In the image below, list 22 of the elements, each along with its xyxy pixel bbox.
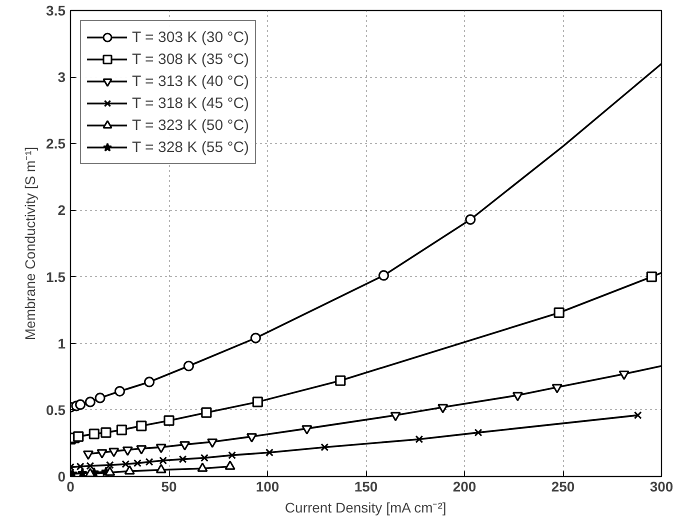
- x-tick-label: 150: [354, 478, 378, 494]
- y-tick-label: 1: [58, 335, 66, 352]
- y-tick-label: 0.5: [46, 402, 66, 418]
- legend-label: T = 323 K (50 °C): [132, 116, 250, 134]
- y-tick-label: 3: [58, 69, 66, 86]
- x-tick-label: 200: [452, 478, 476, 494]
- y-tick-label: 2.5: [46, 136, 66, 152]
- y-tick-label: 3.5: [46, 2, 66, 18]
- x-axis-title: Current Density [mA cm⁻²]: [284, 500, 446, 516]
- legend-label: T = 318 K (45 °C): [132, 94, 250, 112]
- y-tick-label: 2: [58, 202, 66, 218]
- x-tick-label: 250: [551, 478, 575, 494]
- legend-label: T = 313 K (40 °C): [132, 72, 250, 90]
- y-axis-title: Membrane Conductivity [S m⁻¹]: [22, 146, 38, 340]
- y-tick-label: 0: [58, 468, 66, 484]
- y-tick-label: 1.5: [46, 268, 66, 285]
- x-tick-label: 100: [256, 478, 280, 494]
- legend-label: T = 303 K (30 °C): [132, 28, 250, 46]
- x-tick-label: 300: [650, 478, 674, 494]
- x-tick-label: 50: [161, 478, 177, 494]
- legend-label: T = 328 K (55 °C): [132, 138, 250, 156]
- legend-label: T = 308 K (35 °C): [132, 50, 250, 68]
